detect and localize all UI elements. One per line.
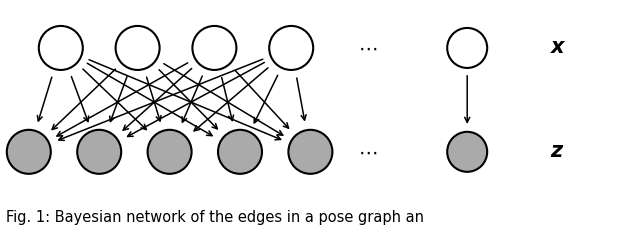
Ellipse shape — [7, 130, 51, 174]
Text: $\cdots$: $\cdots$ — [358, 142, 378, 161]
Ellipse shape — [218, 130, 262, 174]
Ellipse shape — [447, 132, 487, 172]
Ellipse shape — [193, 26, 236, 70]
Ellipse shape — [289, 130, 332, 174]
Ellipse shape — [269, 26, 313, 70]
Ellipse shape — [447, 28, 487, 68]
Text: $\mathbfit{x}$: $\mathbfit{x}$ — [550, 38, 567, 57]
Ellipse shape — [148, 130, 191, 174]
Text: $\mathbfit{z}$: $\mathbfit{z}$ — [550, 142, 565, 161]
Text: Fig. 1: Bayesian network of the edges in a pose graph an: Fig. 1: Bayesian network of the edges in… — [6, 210, 424, 225]
Ellipse shape — [116, 26, 159, 70]
Ellipse shape — [77, 130, 121, 174]
Ellipse shape — [39, 26, 83, 70]
Text: $\cdots$: $\cdots$ — [358, 38, 378, 57]
